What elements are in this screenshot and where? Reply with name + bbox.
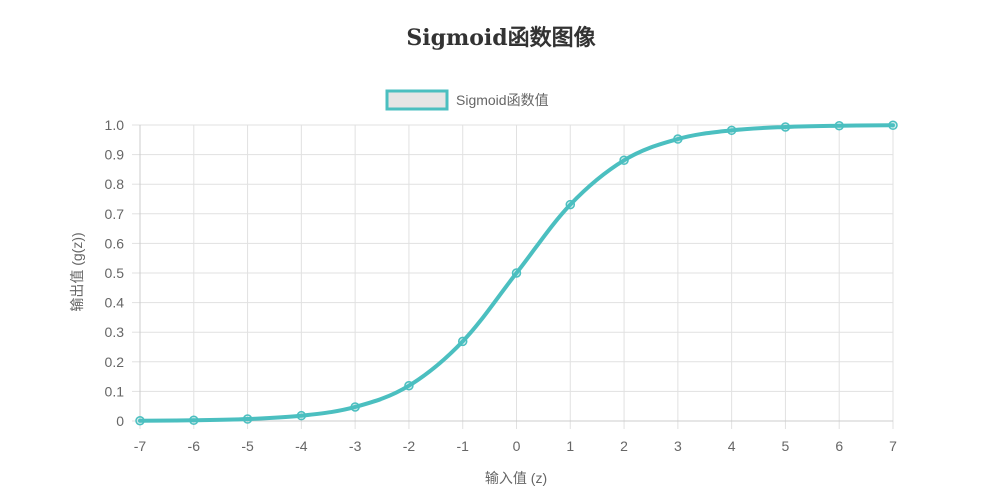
legend-label[interactable]: Sigmoid函数值	[456, 92, 549, 108]
data-point[interactable]	[404, 380, 414, 391]
y-tick-label: 0.4	[105, 295, 125, 311]
data-point[interactable]	[565, 199, 576, 210]
data-point[interactable]	[619, 155, 629, 166]
x-tick-label: -5	[241, 438, 254, 454]
data-point[interactable]	[726, 125, 737, 136]
y-tick-label: 0.8	[105, 176, 125, 192]
y-tick-label: 0.3	[105, 324, 125, 340]
x-tick-label: 2	[620, 438, 628, 454]
series-line-sigmoid	[138, 123, 895, 423]
x-tick-label: -4	[295, 438, 308, 454]
x-tick-label: -1	[456, 438, 469, 454]
x-tick-label: 0	[513, 438, 521, 454]
page-title: Sigmoid函数图像	[406, 25, 596, 51]
y-tick-labels: 0 0.1 0.2 0.3 0.4 0.5 0.6 0.7 0.8 0.9 1.0	[105, 117, 125, 429]
y-axis-title: 输出值 (g(z))	[69, 232, 85, 311]
data-point[interactable]	[673, 134, 683, 144]
data-point[interactable]	[834, 120, 844, 131]
x-tick-label: -2	[403, 438, 416, 454]
x-tick-label: -7	[134, 438, 147, 454]
x-tick-label: 1	[566, 438, 574, 454]
data-point[interactable]	[242, 414, 253, 424]
x-tick-label: -3	[349, 438, 362, 454]
y-tick-label: 0	[116, 413, 124, 429]
x-tick-labels: -7 -6 -5 -4 -3 -2 -1 0 1 2 3 4 5 6 7	[134, 438, 897, 454]
data-points	[135, 120, 898, 426]
x-axis-title: 输入值 (z)	[485, 470, 547, 486]
y-tick-label: 0.7	[105, 206, 125, 222]
legend[interactable]: Sigmoid函数值	[385, 89, 549, 111]
x-tick-label: 4	[728, 438, 736, 454]
axes	[139, 125, 893, 422]
data-point[interactable]	[350, 402, 360, 412]
y-tick-label: 0.2	[105, 354, 125, 370]
y-tick-label: 1.0	[105, 117, 125, 133]
x-tick-label: 7	[889, 438, 897, 454]
y-tick-label: 0.5	[105, 265, 125, 281]
x-tick-label: 3	[674, 438, 682, 454]
y-tick-label: 0.9	[105, 147, 125, 163]
y-tick-label: 0.6	[105, 235, 125, 251]
x-tick-label: 6	[835, 438, 843, 454]
data-point[interactable]	[511, 268, 522, 278]
data-point[interactable]	[457, 336, 468, 347]
legend-swatch[interactable]	[385, 89, 449, 111]
x-tick-label: -6	[188, 438, 201, 454]
data-point[interactable]	[888, 120, 898, 131]
y-tick-label: 0.1	[105, 383, 125, 399]
data-point[interactable]	[135, 415, 145, 426]
data-point[interactable]	[296, 410, 307, 421]
data-point[interactable]	[780, 122, 791, 132]
x-tick-label: 5	[782, 438, 790, 454]
data-point[interactable]	[189, 415, 199, 426]
